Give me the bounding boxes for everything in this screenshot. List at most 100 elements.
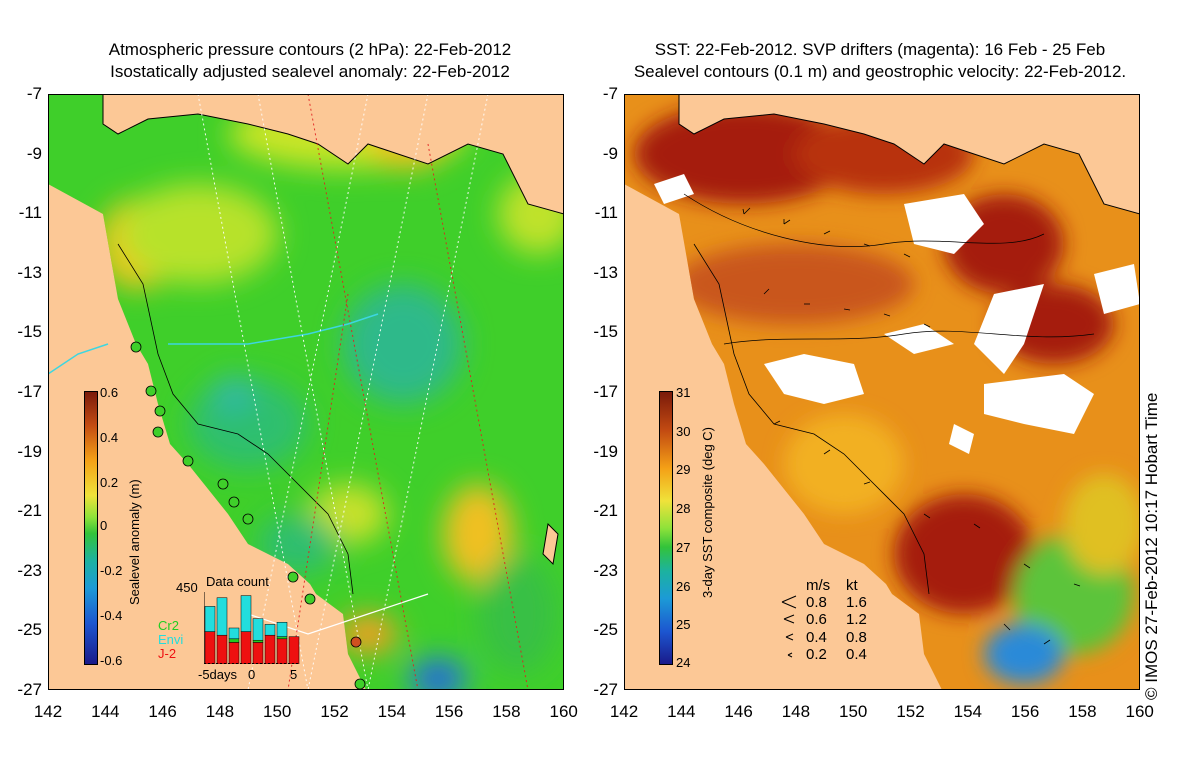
left-lat-tick: -9 (26, 143, 42, 163)
left-lat-tick: -21 (17, 501, 42, 521)
sla-tick-3: 0 (100, 518, 108, 533)
right-lat-tick: -19 (593, 441, 618, 461)
sst-tick-4: 27 (676, 540, 691, 555)
right-lon-tick: 154 (953, 702, 982, 721)
data-count-bar-envi (276, 621, 288, 637)
sst-tick-2: 29 (676, 462, 691, 477)
data-count-bar-j2 (276, 638, 288, 664)
sla-tick-5: -0.4 (100, 608, 123, 623)
sst-tick-0: 31 (676, 385, 691, 400)
velocity-legend-row2-kt: 0.8 (846, 629, 867, 646)
left-lon-tick: 144 (91, 702, 120, 721)
velocity-legend-row3-kt: 0.4 (846, 646, 867, 663)
left-lat-tick: -11 (18, 203, 42, 223)
sla-tick-6: -0.6 (100, 653, 123, 668)
velocity-legend-ms-header: m/s (806, 577, 831, 594)
legend-cr2: Cr2 (158, 618, 179, 633)
legend-envi: Envi (158, 632, 184, 647)
right-lon-tick: 150 (839, 702, 868, 721)
data-count-title: Data count (206, 574, 269, 589)
right-lon-tick: 142 (609, 702, 639, 721)
data-count-xaxis-right: 5 (290, 667, 298, 682)
data-count-bar-envi (252, 618, 264, 641)
sla-tick-1: 0.4 (100, 430, 119, 445)
right-lat-tick: -17 (593, 382, 618, 401)
left-lon-tick: 150 (263, 702, 292, 721)
right-lon-tick: 148 (781, 702, 811, 721)
sst-colorbar-label: 3-day SST composite (deg C) (700, 427, 715, 598)
right-lat-tick: -11 (594, 203, 618, 223)
data-count-inset: 450 Data count Cr2 Envi J-2 -5days 0 5 (158, 574, 304, 684)
velocity-legend-kt-header: kt (846, 577, 858, 594)
data-count-bar-j2 (252, 642, 264, 664)
sst-tick-3: 28 (676, 501, 691, 516)
left-lat-tick: -25 (17, 620, 42, 640)
sst-colorbar (659, 391, 673, 665)
left-lon-tick: 160 (549, 702, 578, 721)
data-count-bar-j2 (264, 634, 276, 664)
sealevel-anomaly-map (48, 94, 564, 690)
left-lon-tick: 146 (148, 702, 177, 721)
sla-colorbar-label: Sealevel anomaly (m) (127, 479, 142, 605)
data-count-bar-envi (240, 595, 252, 632)
left-lon-tick: 142 (33, 702, 63, 721)
right-lat-tick: -23 (593, 560, 618, 580)
left-map-title-line2: Isostatically adjusted sealevel anomaly:… (110, 62, 510, 81)
sst-map (624, 94, 1140, 690)
imos-credit: © IMOS 27-Feb-2012 10:17 Hobart Time (1142, 392, 1161, 700)
right-lat-tick: -9 (602, 143, 618, 163)
right-lat-tick: -15 (593, 322, 618, 342)
left-lat-tick: -13 (17, 262, 42, 282)
data-count-bar-j2 (228, 642, 240, 664)
sla-tick-0: 0.6 (100, 385, 119, 400)
left-lon-tick: 154 (377, 702, 406, 721)
left-lon-tick: 148 (205, 702, 235, 721)
velocity-legend-row1-ms: 0.6 (806, 611, 827, 628)
sst-tick-7: 24 (676, 655, 691, 670)
left-lon-tick: 158 (492, 702, 521, 721)
data-count-bar-envi (264, 624, 276, 636)
left-map-title-line1: Atmospheric pressure contours (2 hPa): 2… (108, 40, 512, 59)
data-count-chart (204, 592, 300, 664)
velocity-legend-row3-ms: 0.2 (806, 646, 827, 663)
right-lon-tick: 146 (724, 702, 753, 721)
right-lon-tick: 160 (1125, 702, 1154, 721)
data-count-bar-envi (228, 627, 240, 640)
data-count-bar-cr2 (228, 638, 240, 643)
right-lon-tick: 156 (1010, 702, 1040, 721)
velocity-legend-row2-ms: 0.4 (806, 629, 827, 646)
data-count-bar-cr2 (252, 639, 264, 643)
left-lon-tick: 156 (434, 702, 464, 721)
right-lat-tick: -21 (593, 501, 618, 521)
data-count-bar-j2 (216, 634, 228, 664)
right-lon-tick: 158 (1068, 702, 1097, 721)
data-count-ymax: 450 (176, 580, 198, 595)
right-map-title-line1: SST: 22-Feb-2012. SVP drifters (magenta)… (654, 40, 1106, 59)
left-lat-tick: -19 (17, 441, 42, 461)
left-lat-tick: -15 (17, 322, 42, 342)
sst-tick-5: 26 (676, 579, 691, 594)
sla-tick-2: 0.2 (100, 475, 119, 490)
data-count-bar-j2 (288, 636, 300, 664)
left-lon-tick: 152 (320, 702, 349, 721)
data-count-bar-j2 (204, 631, 216, 664)
data-count-xaxis-left: -5days (198, 667, 238, 682)
right-lat-tick: -25 (593, 620, 618, 640)
left-lat-tick: -23 (17, 560, 42, 580)
right-lat-tick: -13 (593, 262, 618, 282)
sst-tick-1: 30 (676, 424, 691, 439)
left-lat-tick: -7 (26, 84, 42, 103)
right-lon-tick: 144 (667, 702, 696, 721)
right-lat-tick: -7 (602, 84, 618, 103)
legend-j2: J-2 (158, 646, 177, 661)
left-lat-tick: -17 (17, 382, 42, 401)
velocity-legend-row1-kt: 1.2 (846, 611, 867, 628)
data-count-bar-j2 (240, 631, 252, 664)
right-lon-tick: 152 (896, 702, 925, 721)
sst-tick-6: 25 (676, 617, 691, 632)
velocity-legend-row0-ms: 0.8 (806, 594, 827, 611)
left-lat-tick: -27 (17, 680, 42, 699)
data-count-bar-envi (204, 606, 216, 632)
sla-tick-4: -0.2 (100, 563, 123, 578)
velocity-legend-row0-kt: 1.6 (846, 594, 867, 611)
